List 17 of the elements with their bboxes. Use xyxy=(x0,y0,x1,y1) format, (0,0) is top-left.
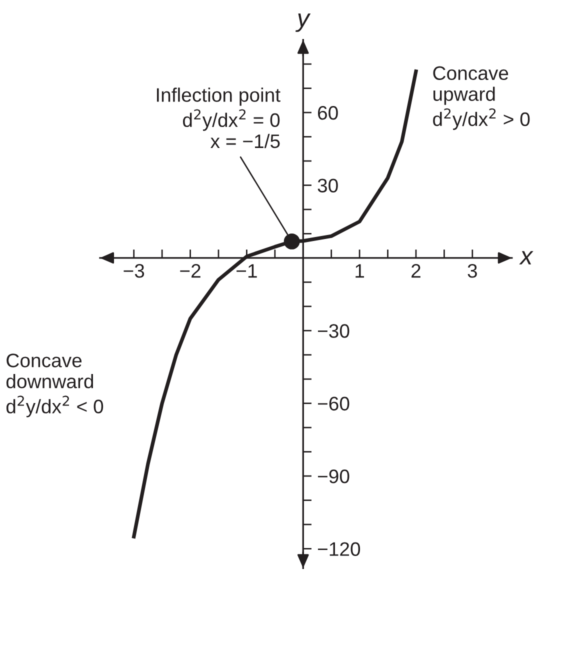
y-axis-title: y xyxy=(295,14,311,32)
x-axis-title: x xyxy=(519,251,534,264)
x-tick-label: −1 xyxy=(236,264,257,278)
y-tick-label: −90 xyxy=(318,469,350,484)
x-tick-label: 3 xyxy=(468,264,477,278)
annotation: Concave downward d$^{2}$y/dx$^{2}$ < 0 xyxy=(6,354,104,418)
x-tick-label: −3 xyxy=(124,264,144,278)
x-tick-label: 1 xyxy=(356,264,364,278)
y-tick-label: 60 xyxy=(318,106,338,120)
y-tick-label: −120 xyxy=(318,542,360,556)
annotation: Concave upward d$^{2}$y/dx$^{2}$ > 0 xyxy=(433,66,530,130)
annotation: Inflection point d$^{2}$y/dx$^{2}$ = 0 x = −1/5 xyxy=(156,88,280,148)
y-tick-label: −60 xyxy=(318,396,350,411)
x-tick-label: 2 xyxy=(412,264,420,278)
y-tick-label: −30 xyxy=(318,324,350,338)
x-tick-label: −2 xyxy=(180,264,200,278)
y-tick-label: 30 xyxy=(318,178,338,192)
